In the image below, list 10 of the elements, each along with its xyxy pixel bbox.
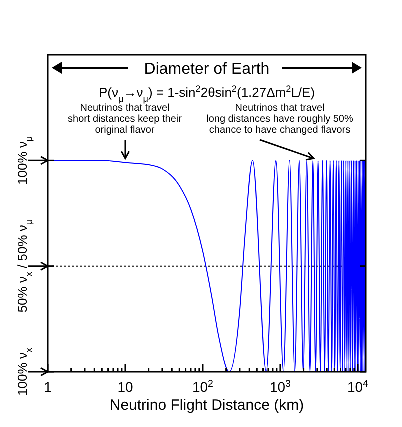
x-tick-label: 1 xyxy=(44,379,52,395)
annotation: Neutrinos that travel short distances keep their original flavor xyxy=(68,103,183,136)
x-tick-label: 10 xyxy=(118,379,134,395)
x-tick-label: 10$^{2}$ xyxy=(192,378,214,395)
text: Diameter of Earth xyxy=(144,61,270,78)
x-axis-title: Neutrino Flight Distance (km) xyxy=(110,397,304,414)
x-tick-label: 10$^{4}$ xyxy=(347,378,370,395)
annotation: Neutrinos that travel long distances have roughly 50% chance to have changed flavors xyxy=(206,103,354,136)
x-tick-label: 10$^{3}$ xyxy=(270,378,292,395)
text: P(ν$_{μ}$→ν$_{μ}$) = 1-sin$^{2}$2θsin$^{2}$(1.27Δm$^{2}$L/E) xyxy=(98,84,316,104)
